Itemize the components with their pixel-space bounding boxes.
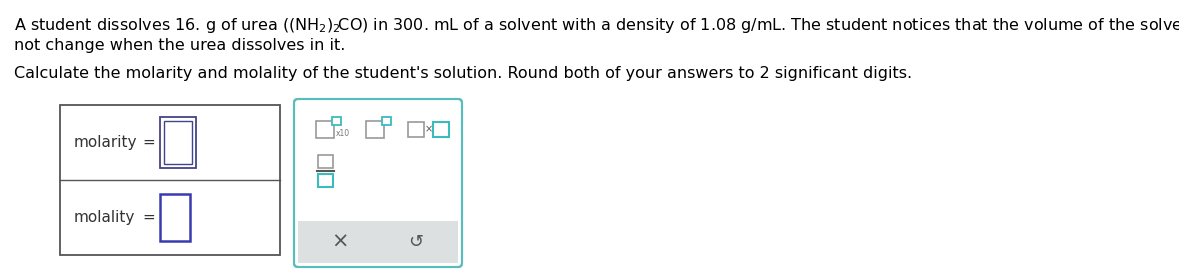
Text: Calculate the molarity and molality of the student's solution. Round both of you: Calculate the molarity and molality of t… — [14, 66, 913, 81]
Text: x10: x10 — [336, 129, 350, 138]
Bar — [164, 121, 192, 164]
Bar — [160, 117, 196, 168]
Text: ↺: ↺ — [408, 233, 423, 251]
Text: molality: molality — [74, 210, 136, 225]
Bar — [433, 122, 449, 137]
Text: =: = — [141, 135, 154, 150]
Text: =: = — [141, 210, 154, 225]
FancyBboxPatch shape — [294, 99, 462, 267]
Bar — [365, 121, 384, 138]
Text: not change when the urea dissolves in it.: not change when the urea dissolves in it… — [14, 38, 345, 53]
Bar — [408, 122, 424, 137]
Bar — [318, 174, 332, 187]
Text: ×: × — [331, 232, 349, 252]
Bar — [160, 194, 190, 241]
Bar — [298, 221, 457, 263]
Bar — [318, 155, 332, 168]
Bar — [382, 117, 391, 125]
Bar — [60, 105, 279, 255]
Bar — [316, 121, 334, 138]
Bar — [332, 117, 341, 125]
Text: ×: × — [424, 124, 433, 134]
Text: A student dissolves 16. g of urea $\left(\left(\mathrm{NH_2}\right)_2\!\mathrm{C: A student dissolves 16. g of urea $\left… — [14, 16, 1179, 35]
Text: molarity: molarity — [74, 135, 138, 150]
